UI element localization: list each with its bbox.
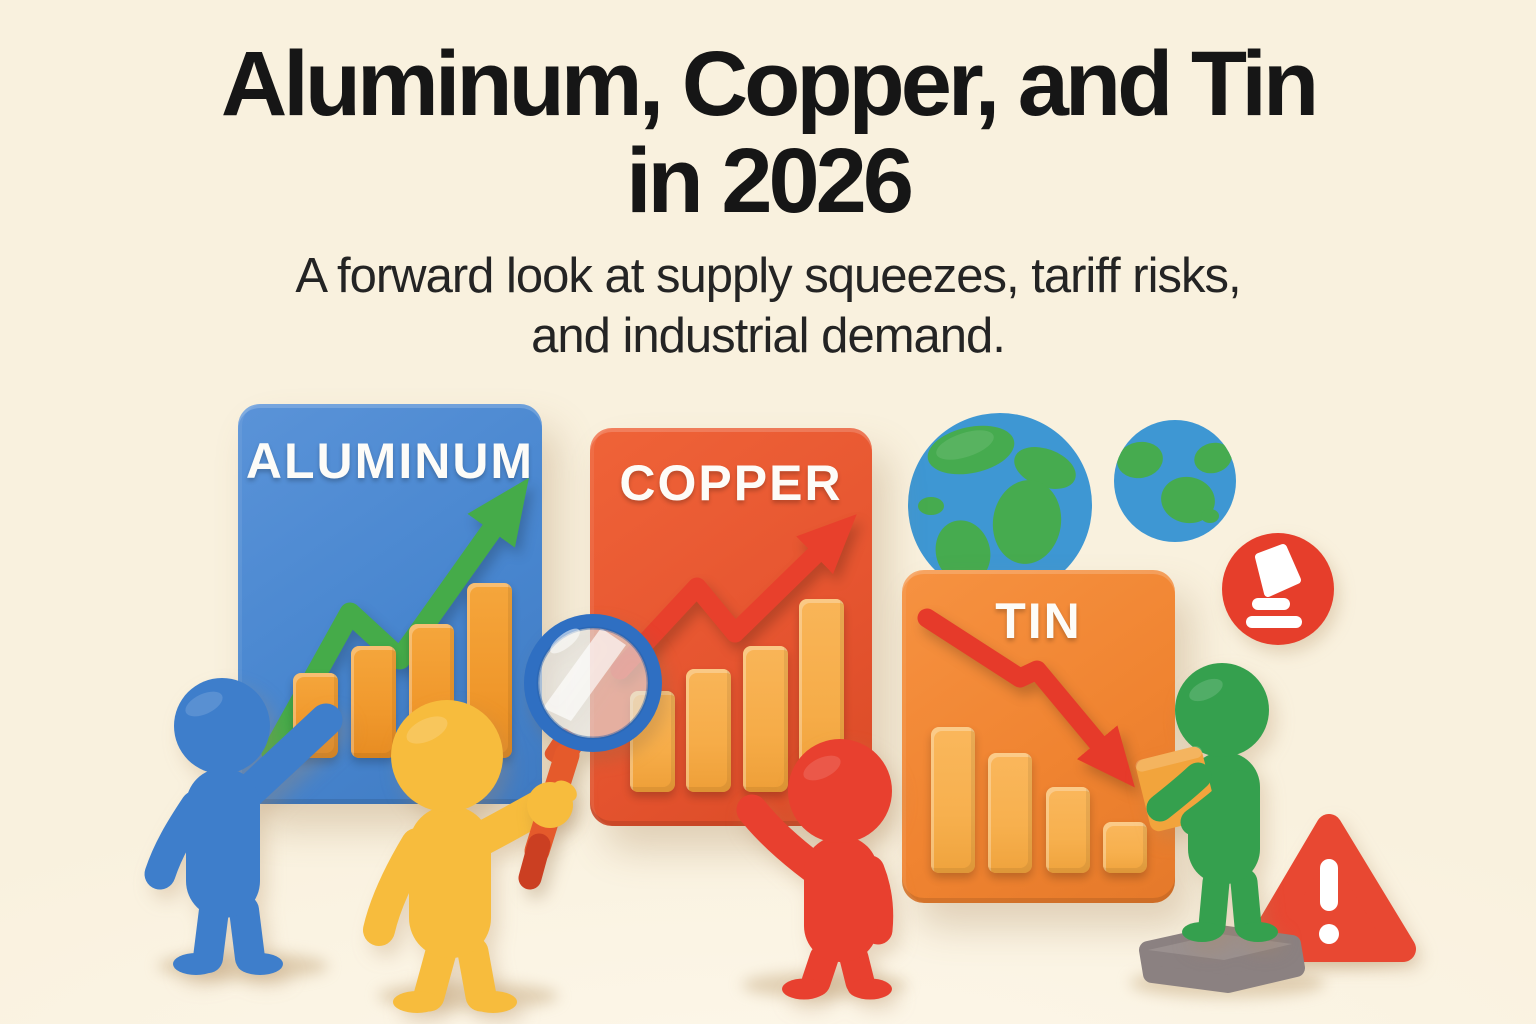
- figure-body: [363, 700, 566, 1013]
- figure-legs: [1198, 868, 1262, 940]
- figure-body: [144, 678, 343, 975]
- figure-body: [1135, 663, 1278, 942]
- figure-torso: [186, 768, 260, 918]
- subtitle-line-2: and industrial demand.: [531, 308, 1006, 363]
- figure-foot: [1182, 922, 1222, 942]
- header: Aluminum, Copper, and Tin in 2026 A forw…: [0, 36, 1536, 367]
- trend-up-arrow: [610, 514, 857, 680]
- title-line-2: in 2026: [626, 129, 914, 232]
- figure-torso: [409, 806, 491, 958]
- figure-foot: [469, 991, 517, 1013]
- bar: [742, 646, 788, 792]
- magnifier-rim: [524, 614, 662, 752]
- bar: [351, 646, 396, 758]
- figure-head: [788, 739, 892, 843]
- copper-card-title: COPPER: [619, 455, 843, 511]
- figure-legs: [801, 943, 875, 997]
- magnifying-glass: [518, 614, 662, 890]
- yellow-figure: [363, 700, 566, 1013]
- globe-small-icon: [1114, 420, 1236, 542]
- globe-continents: [1117, 441, 1232, 524]
- title-line-1: Aluminum, Copper, and Tin: [220, 33, 1319, 135]
- figure-foot: [237, 953, 283, 975]
- bar: [1045, 787, 1090, 873]
- exclamation-icon: [1319, 859, 1339, 944]
- blue-figure-pointing: [144, 678, 343, 975]
- subtitle-line-1: A forward look at supply squeezes, tarif…: [295, 249, 1241, 304]
- tin-bar-chart: [931, 727, 1147, 873]
- globe-continents: [918, 425, 1076, 584]
- figure-foot: [393, 991, 441, 1013]
- bar: [1102, 822, 1147, 873]
- bar: [686, 669, 732, 792]
- gavel-icon: [1246, 544, 1302, 628]
- tin-card: TIN: [902, 570, 1175, 903]
- trend-down-arrow: [917, 608, 1135, 788]
- lens-reflection: [543, 628, 626, 721]
- tin-card-title: TIN: [995, 593, 1082, 649]
- page-title: Aluminum, Copper, and Tin in 2026: [0, 36, 1536, 229]
- figure-foot: [1238, 922, 1278, 942]
- red-figure-gesturing: [736, 739, 894, 1000]
- globe-large-icon: [908, 413, 1092, 597]
- figure-head: [1175, 663, 1269, 757]
- figure-arm: [1146, 762, 1212, 822]
- figure-legs: [413, 936, 497, 1012]
- figure-body: [736, 739, 894, 1000]
- green-figure-with-tablet: [1135, 663, 1278, 942]
- figure-head: [174, 678, 270, 774]
- bar: [931, 727, 975, 873]
- bar: [988, 753, 1033, 873]
- page-subtitle: A forward look at supply squeezes, tarif…: [0, 247, 1536, 367]
- warning-triangle: [1244, 814, 1416, 962]
- figure-foot: [782, 978, 826, 1000]
- figure-arm: [1180, 770, 1254, 836]
- figure-foot: [848, 978, 892, 1000]
- figure-torso: [804, 836, 878, 962]
- figure-legs: [193, 895, 265, 973]
- figure-head: [391, 700, 503, 812]
- figure-foot: [173, 953, 219, 975]
- magnifier-handle-tip: [518, 833, 551, 890]
- gavel-badge: [1222, 533, 1334, 645]
